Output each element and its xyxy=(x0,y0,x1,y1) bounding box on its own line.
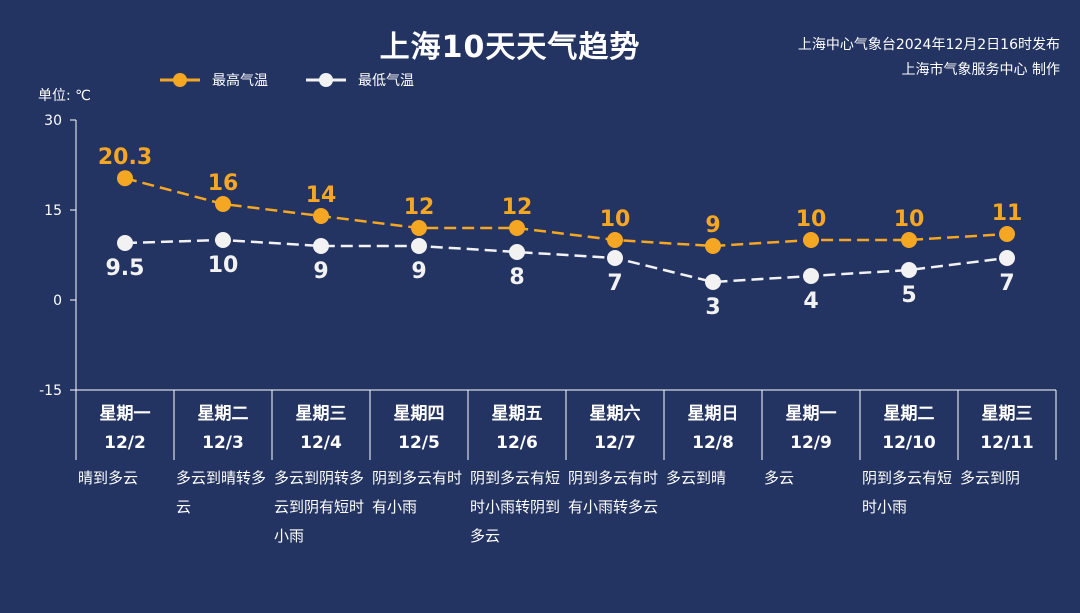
data-label-low: 9 xyxy=(313,259,328,284)
source-line-producer: 上海市气象服务中心 制作 xyxy=(901,62,1060,78)
data-point-low xyxy=(215,232,231,248)
weather-description: 晴到多云 xyxy=(78,469,139,487)
data-point-high xyxy=(999,226,1015,242)
legend-low-label: 最低气温 xyxy=(358,73,414,89)
data-label-low: 3 xyxy=(705,295,720,320)
data-point-high xyxy=(411,220,427,236)
legend-item-high[interactable]: 最高气温 xyxy=(160,70,268,90)
weather-description: 多云 xyxy=(764,469,795,487)
data-point-low xyxy=(117,235,133,251)
day-header: 星期六 12/7 xyxy=(566,400,664,458)
data-label-low: 7 xyxy=(607,271,622,296)
data-label-high: 14 xyxy=(306,183,337,208)
y-tick-label: 30 xyxy=(44,113,62,129)
data-label-high: 16 xyxy=(208,171,239,196)
data-point-low xyxy=(705,274,721,290)
y-tick-label: 0 xyxy=(53,293,62,309)
data-label-low: 5 xyxy=(901,283,916,308)
legend-low-marker xyxy=(306,73,346,87)
legend-item-low[interactable]: 最低气温 xyxy=(306,70,414,90)
day-header: 星期三 12/4 xyxy=(272,400,370,458)
date-label: 12/4 xyxy=(300,433,342,453)
date-label: 12/10 xyxy=(882,433,936,453)
weekday-label: 星期日 xyxy=(687,404,739,424)
data-label-low: 10 xyxy=(208,253,239,278)
data-point-high xyxy=(117,170,133,187)
day-header: 星期二 12/10 xyxy=(860,400,958,458)
weekday-label: 星期四 xyxy=(393,404,445,424)
data-label-high: 10 xyxy=(600,207,631,232)
data-label-low: 8 xyxy=(509,265,524,290)
y-axis-unit: 单位: ℃ xyxy=(38,88,91,104)
weather-description: 多云到阴 xyxy=(960,469,1021,487)
data-label-high: 9 xyxy=(705,213,720,238)
data-label-low: 4 xyxy=(803,289,818,314)
data-point-high xyxy=(509,220,525,236)
date-label: 12/8 xyxy=(692,433,734,453)
legend-high-marker xyxy=(160,73,200,87)
y-tick-label: 15 xyxy=(44,203,62,219)
weather-description: 阴到多云有短时小雨转阴到多云 xyxy=(470,469,561,545)
data-point-low xyxy=(901,262,917,278)
data-point-low xyxy=(803,268,819,284)
legend-high-label: 最高气温 xyxy=(212,73,268,89)
weekday-label: 星期三 xyxy=(295,404,347,424)
data-point-high xyxy=(803,232,819,248)
day-header: 星期三 12/11 xyxy=(958,400,1056,458)
weather-description: 多云到晴转多云 xyxy=(176,469,267,516)
data-point-low xyxy=(607,250,623,266)
data-label-low: 9 xyxy=(411,259,426,284)
data-point-high xyxy=(607,232,623,248)
data-point-low xyxy=(313,238,329,254)
data-label-high: 11 xyxy=(992,201,1023,226)
source-info: 上海中心气象台2024年12月2日16时发布 上海市气象服务中心 制作 xyxy=(798,33,1060,83)
date-label: 12/6 xyxy=(496,433,538,453)
data-point-low xyxy=(411,238,427,254)
series-line-high xyxy=(124,176,1008,248)
data-label-low: 9.5 xyxy=(106,256,145,281)
data-label-low: 7 xyxy=(999,271,1014,296)
weekday-label: 星期三 xyxy=(981,404,1033,424)
chart-title: 上海10天天气趋势 xyxy=(379,30,641,65)
data-label-high: 10 xyxy=(796,207,827,232)
series-line-low xyxy=(124,238,1008,284)
weather-description: 阴到多云有短时小雨 xyxy=(862,469,953,516)
weekday-label: 星期六 xyxy=(589,404,641,424)
weather-description: 阴到多云有时有小雨转多云 xyxy=(568,469,659,516)
data-point-high xyxy=(901,232,917,248)
day-header: 星期一 12/2 xyxy=(76,400,174,458)
weekday-label: 星期二 xyxy=(883,404,935,424)
data-label-high: 10 xyxy=(894,207,925,232)
date-label: 12/5 xyxy=(398,433,440,453)
date-label: 12/2 xyxy=(104,433,146,453)
date-label: 12/9 xyxy=(790,433,832,453)
data-label-high: 12 xyxy=(502,195,533,220)
day-header: 星期五 12/6 xyxy=(468,400,566,458)
legend: 最高气温 最低气温 xyxy=(160,70,414,90)
weekday-label: 星期一 xyxy=(99,404,151,424)
y-tick-label: -15 xyxy=(39,383,62,399)
date-label: 12/3 xyxy=(202,433,244,453)
weekday-label: 星期五 xyxy=(491,404,543,424)
weekday-label: 星期一 xyxy=(785,404,837,424)
weather-description: 多云到晴 xyxy=(666,469,727,487)
day-header: 星期一 12/9 xyxy=(762,400,860,458)
data-label-high: 20.3 xyxy=(98,145,152,170)
data-point-low xyxy=(999,250,1015,266)
weather-description: 多云到阴转多云到阴有短时小雨 xyxy=(274,469,365,545)
data-point-high xyxy=(313,208,329,224)
data-point-high xyxy=(215,196,231,212)
source-line-publisher: 上海中心气象台2024年12月2日16时发布 xyxy=(797,37,1060,53)
data-point-low xyxy=(509,244,525,260)
day-header: 星期日 12/8 xyxy=(664,400,762,458)
weather-description: 阴到多云有时有小雨 xyxy=(372,469,463,516)
weekday-label: 星期二 xyxy=(197,404,249,424)
data-label-high: 12 xyxy=(404,195,435,220)
date-label: 12/11 xyxy=(980,433,1034,453)
day-header: 星期二 12/3 xyxy=(174,400,272,458)
day-header: 星期四 12/5 xyxy=(370,400,468,458)
data-point-high xyxy=(705,238,721,254)
date-label: 12/7 xyxy=(594,433,636,453)
